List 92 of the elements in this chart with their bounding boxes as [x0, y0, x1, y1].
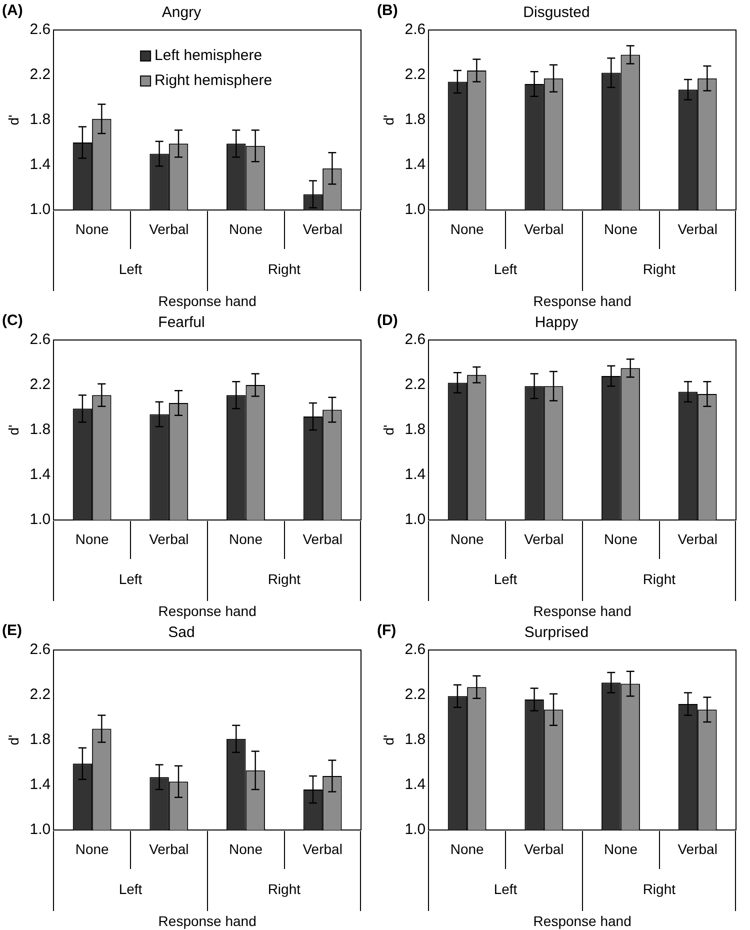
text: Left — [118, 880, 142, 897]
y-tick-label: 2.6 — [404, 641, 426, 658]
text: (F) — [377, 622, 396, 640]
y-tick-label: 2.6 — [30, 21, 51, 38]
y-tick-label: 2.2 — [404, 376, 426, 394]
x-tick-label: None — [604, 220, 638, 237]
y-axis-title: d' — [5, 734, 22, 746]
chart-title: Disgusted — [523, 4, 590, 22]
chart-title: Angry — [162, 4, 202, 22]
text: (C) — [2, 312, 23, 330]
x-axis-title: Response hand — [533, 912, 632, 929]
y-tick-label: 1.0 — [404, 511, 426, 528]
text: Right — [268, 570, 301, 587]
x-tick-label: Verbal — [302, 530, 342, 547]
text: (B) — [377, 2, 398, 20]
y-axis-title: d' — [380, 734, 396, 746]
y-tick-label: 1.0 — [30, 511, 51, 528]
x-tick-label: None — [75, 530, 110, 547]
y-tick-label: 1.4 — [404, 776, 426, 794]
text: Right — [642, 570, 676, 587]
text: Right — [268, 880, 301, 897]
y-tick-label: 1.4 — [404, 156, 426, 174]
x-tick-label: Verbal — [678, 840, 718, 857]
y-tick-label: 2.6 — [30, 641, 51, 658]
text: Left — [118, 260, 142, 277]
x-axis-title: Response hand — [158, 602, 256, 619]
text: (E) — [2, 622, 22, 640]
x-tick-label: Verbal — [524, 840, 564, 857]
y-tick-label: 1.0 — [30, 201, 51, 218]
text: Left — [494, 880, 518, 897]
text: Right — [642, 880, 676, 897]
y-tick-label: 1.8 — [30, 111, 51, 128]
chart-title: Sad — [168, 624, 195, 642]
x-tick-label: None — [450, 840, 484, 857]
x-tick-label: Verbal — [149, 840, 189, 857]
chart-title: Happy — [534, 314, 579, 332]
y-tick-label: 1.8 — [30, 421, 51, 438]
y-axis-title: d' — [5, 114, 22, 126]
text: Left — [494, 570, 518, 587]
chart-title: Surprised — [524, 624, 589, 642]
y-tick-label: 1.0 — [404, 201, 426, 218]
x-axis-title: Response hand — [158, 912, 256, 929]
y-tick-label: 1.0 — [30, 821, 51, 838]
y-tick-label: 1.4 — [30, 466, 51, 484]
x-tick-label: Verbal — [302, 220, 342, 237]
chart-title: Fearful — [158, 314, 205, 332]
x-tick-label: None — [229, 530, 263, 547]
x-tick-label: Verbal — [149, 530, 189, 547]
y-tick-label: 1.4 — [30, 156, 51, 174]
x-tick-label: Verbal — [524, 220, 564, 237]
y-tick-label: 1.8 — [30, 731, 51, 748]
text: Left — [494, 260, 518, 277]
x-tick-label: Verbal — [524, 530, 564, 547]
y-tick-label: 1.8 — [404, 111, 426, 128]
y-axis-title: d' — [380, 424, 396, 436]
x-tick-label: Verbal — [302, 840, 342, 857]
y-tick-label: 2.6 — [404, 331, 426, 348]
legend-label: Left hemisphere — [154, 47, 262, 64]
y-tick-label: 1.0 — [404, 821, 426, 838]
text: Right — [642, 260, 676, 277]
y-tick-label: 1.4 — [404, 466, 426, 484]
x-axis-title: Response hand — [533, 602, 632, 619]
x-tick-label: None — [229, 840, 263, 857]
text: (D) — [377, 312, 398, 330]
x-tick-label: None — [75, 220, 110, 237]
text: (A) — [2, 2, 23, 20]
y-tick-label: 2.2 — [30, 66, 51, 84]
y-axis-title: d' — [380, 114, 396, 126]
y-tick-label: 2.2 — [30, 376, 51, 394]
x-tick-label: Verbal — [678, 220, 718, 237]
x-tick-label: None — [604, 530, 638, 547]
y-tick-label: 2.2 — [404, 66, 426, 84]
x-axis-title: Response hand — [533, 292, 632, 309]
x-tick-label: None — [604, 840, 638, 857]
legend-label: Right hemisphere — [154, 72, 272, 90]
x-tick-label: Verbal — [149, 220, 189, 237]
x-tick-label: None — [450, 530, 484, 547]
x-axis-title: Response hand — [158, 292, 256, 309]
y-tick-label: 2.6 — [30, 331, 51, 348]
y-tick-label: 1.4 — [30, 776, 51, 794]
x-tick-label: None — [450, 220, 484, 237]
y-tick-label: 2.2 — [404, 686, 426, 704]
y-tick-label: 2.6 — [404, 21, 426, 38]
text: Right — [268, 260, 301, 277]
x-tick-label: None — [229, 220, 263, 237]
y-tick-label: 1.8 — [404, 421, 426, 438]
y-tick-label: 1.8 — [404, 731, 426, 748]
y-axis-title: d' — [5, 424, 22, 436]
x-tick-label: Verbal — [678, 530, 718, 547]
y-tick-label: 2.2 — [30, 686, 51, 704]
text: Left — [118, 570, 142, 587]
x-tick-label: None — [75, 840, 110, 857]
